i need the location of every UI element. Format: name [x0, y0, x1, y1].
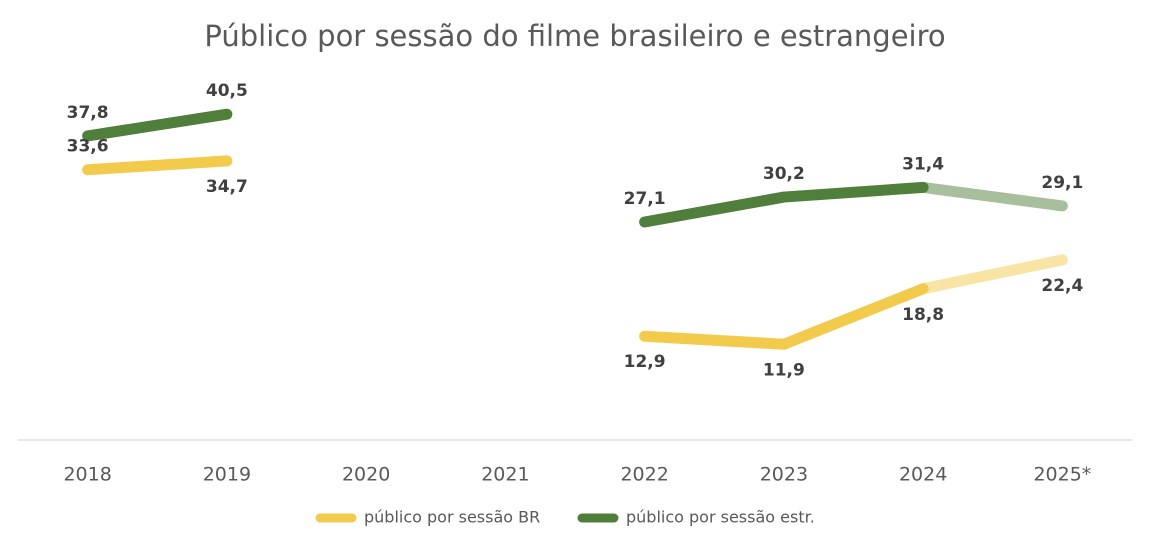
line-faded	[917, 254, 1068, 295]
x-tick-label: 2020	[342, 464, 390, 486]
line-faded	[917, 181, 1068, 212]
x-tick-label: 2023	[760, 464, 808, 486]
value-label: 30,2	[763, 164, 805, 184]
line	[82, 108, 929, 228]
chart-title: Público por sessão do filme brasileiro e…	[204, 19, 945, 53]
value-label: 29,1	[1041, 173, 1083, 193]
value-label: 37,8	[67, 103, 109, 123]
x-tick-label: 2019	[203, 464, 251, 486]
legend-label: público por sessão estr.	[626, 508, 815, 527]
value-label: 40,5	[206, 81, 248, 101]
x-tick-label: 2024	[899, 464, 947, 486]
value-label: 18,8	[902, 305, 944, 325]
value-label: 34,7	[206, 177, 248, 197]
value-label: 11,9	[763, 360, 805, 380]
x-tick-label: 2022	[620, 464, 668, 486]
value-label: 22,4	[1041, 276, 1083, 296]
value-label: 12,9	[624, 352, 666, 372]
line	[82, 155, 929, 350]
x-tick-label: 2018	[63, 464, 111, 486]
x-tick-label: 2021	[481, 464, 529, 486]
value-label: 27,1	[624, 189, 666, 209]
x-tick-label: 2025*	[1033, 464, 1091, 486]
value-label: 33,6	[67, 137, 109, 157]
value-label: 31,4	[902, 154, 944, 174]
legend-label: público por sessão BR	[364, 508, 540, 527]
